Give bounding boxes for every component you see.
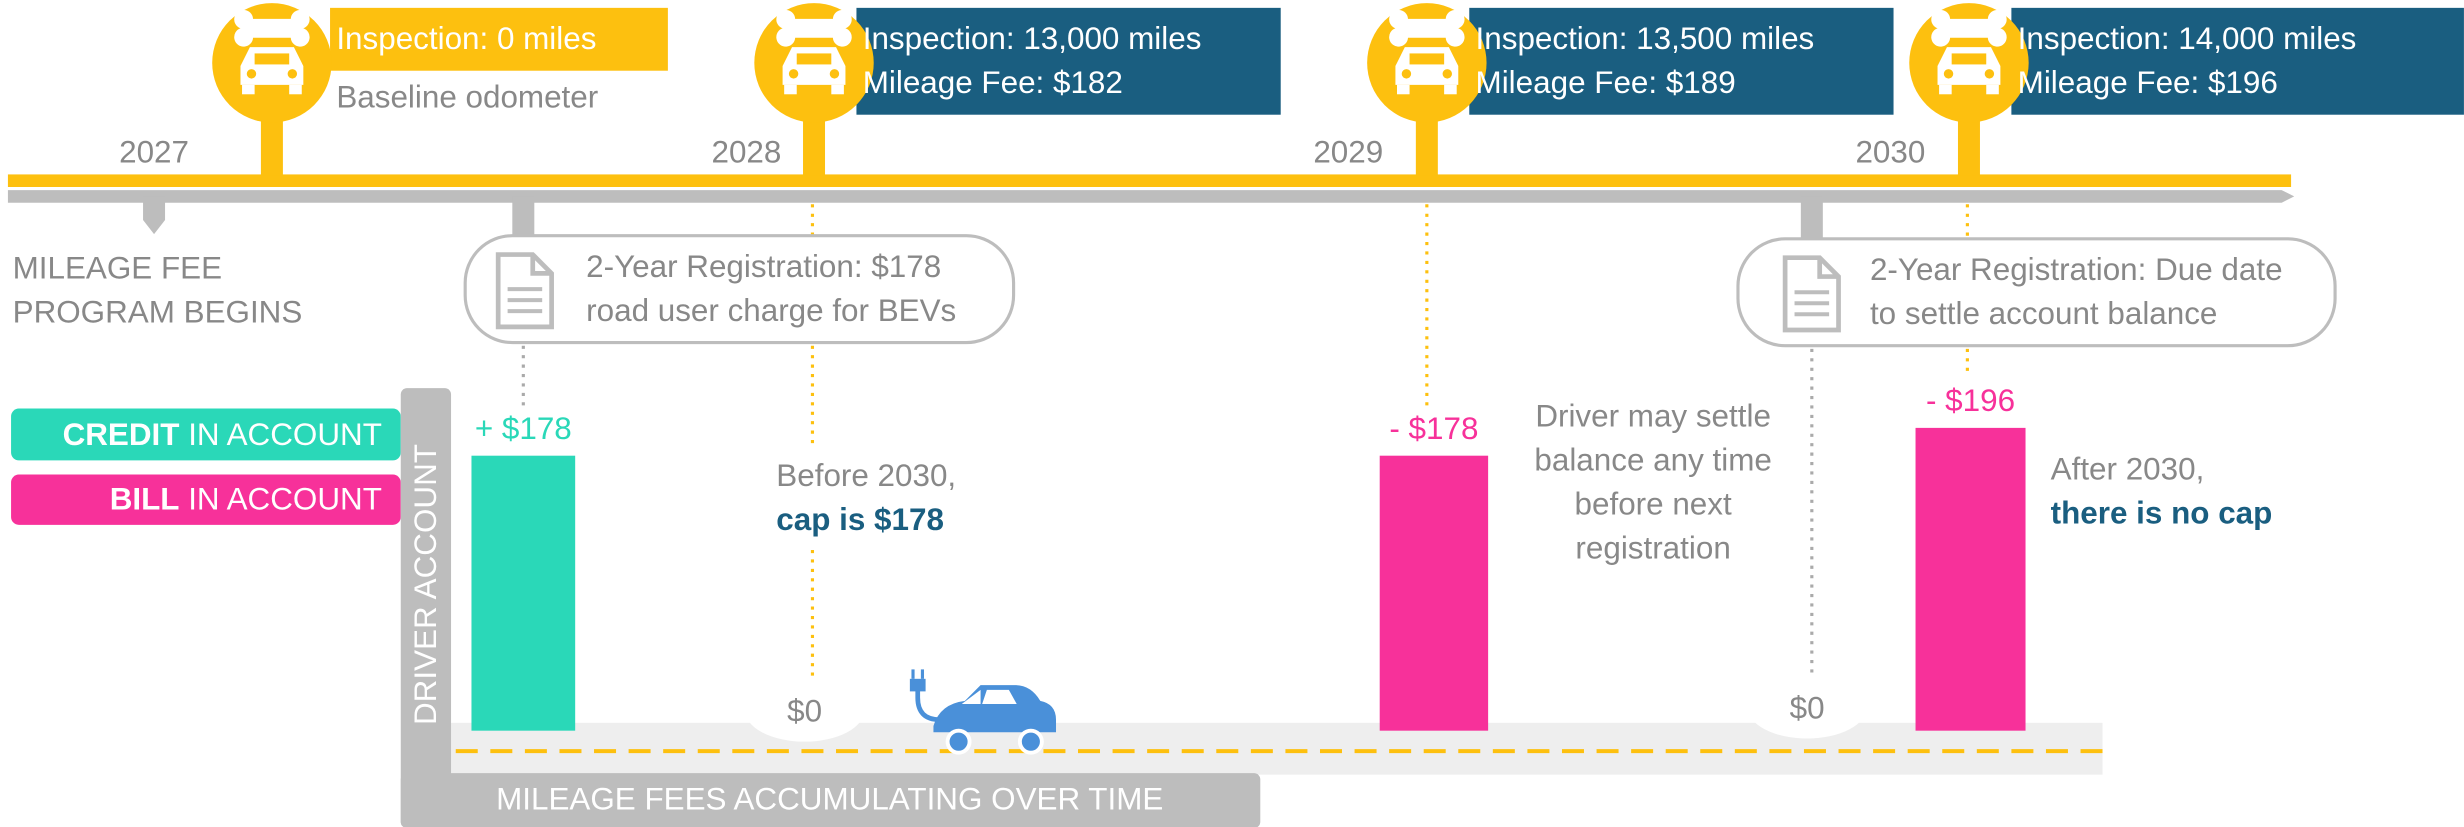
inspection-fee: Mileage Fee: $196 [2018,65,2278,100]
timeline-yellow [7,174,2292,187]
account-bar [471,455,576,731]
x-axis-bar [400,773,1261,827]
note-text: balance any time [1534,442,1771,477]
year-label: 2027 [119,134,189,169]
wrench-icon [1931,9,2007,47]
ev-car-icon [909,669,1057,755]
legend-rest: IN ACCOUNT [188,482,382,517]
inspection-note: Baseline odometer [336,79,598,114]
car-wheel [1986,84,1999,95]
registration-text: to settle account balance [1870,296,2217,331]
registration-text: 2-Year Registration: Due date [1870,252,2283,287]
legend-bill [11,474,401,525]
registration-text: 2-Year Registration: $178 [586,249,941,284]
legend-credit [11,408,401,461]
car-light [287,69,298,79]
inspection-box [330,7,668,71]
registration-box [463,234,1016,345]
legend-bill-label: BILL IN ACCOUNT [110,482,382,517]
car-window [1409,53,1445,65]
car-light [1943,69,1954,79]
car-wheel [242,84,255,95]
pin [512,196,535,236]
car-light [1401,69,1412,79]
document-lines [507,287,1830,317]
zero-label: $0 [787,694,822,729]
car-wheel [1939,84,1952,95]
car-wheel [784,84,797,95]
car-window [796,53,832,65]
year-label: 2028 [712,134,782,169]
zero-bubble [1747,675,1867,739]
legend-strong: CREDIT [63,417,180,452]
inspection-title: Inspection: 0 miles [336,21,596,56]
inspection-title: Inspection: 13,000 miles [863,21,1202,56]
legend-rest: IN ACCOUNT [188,417,382,452]
note-text: Driver may settle [1535,398,1771,433]
pin [143,196,166,235]
car-light [1984,69,1995,79]
inspection-box [1469,7,1894,115]
y-axis-bar [400,388,452,827]
car-light [829,69,840,79]
registration-box [1736,237,2337,348]
car-icon [1395,47,1459,85]
car-window [1951,53,1987,65]
car-wheel [1396,84,1410,95]
car-light [246,69,257,79]
account-bar [1379,455,1489,731]
car-wheel [1444,84,1457,95]
bar-label: - $178 [1389,411,1478,446]
bar-label: + $178 [475,411,572,446]
registration-text: road user charge for BEVs [586,293,956,328]
note-text: Before 2030, [776,458,956,493]
note-text: registration [1575,530,1730,565]
zero-bubble [744,678,865,742]
note-strong: there is no cap [2051,496,2273,531]
inspection-box [856,7,1281,115]
inspection-title: Inspection: 14,000 miles [2018,21,2357,56]
legend-credit-label: CREDIT IN ACCOUNT [63,417,382,452]
note-strong: cap is $178 [776,502,944,537]
car-light [788,69,799,79]
y-axis-label: DRIVER ACCOUNT [408,444,443,725]
start-note: PROGRAM BEGINS [13,295,303,330]
car-light [1442,69,1452,79]
car-icon [240,47,304,85]
year-label: 2029 [1313,134,1383,169]
inspection-title: Inspection: 13,500 miles [1476,21,1815,56]
timeline-gray [7,190,2295,203]
wrench-icon [1389,9,1465,47]
zero-label: $0 [1790,691,1825,726]
note-text: After 2030, [2051,452,2205,487]
account-bar [1915,427,2026,731]
car-icon [782,47,846,85]
road [451,722,2103,775]
car-window [254,53,290,65]
car-wheel [831,84,844,95]
inspection-box [2011,7,2464,115]
car-icon [1937,47,2001,85]
start-note: MILEAGE FEE [13,251,222,286]
x-axis-label: MILEAGE FEES ACCUMULATING OVER TIME [496,782,1163,817]
car-wheel [289,84,302,95]
wrench-icon [776,9,852,47]
legend-strong: BILL [110,482,180,517]
year-label: 2030 [1855,134,1925,169]
pin [1800,196,1823,239]
note-text: before next [1575,486,1732,521]
wrench-icon [234,9,310,47]
bar-label: - $196 [1926,383,2015,418]
inspection-fee: Mileage Fee: $182 [863,65,1123,100]
inspection-fee: Mileage Fee: $189 [1476,65,1736,100]
